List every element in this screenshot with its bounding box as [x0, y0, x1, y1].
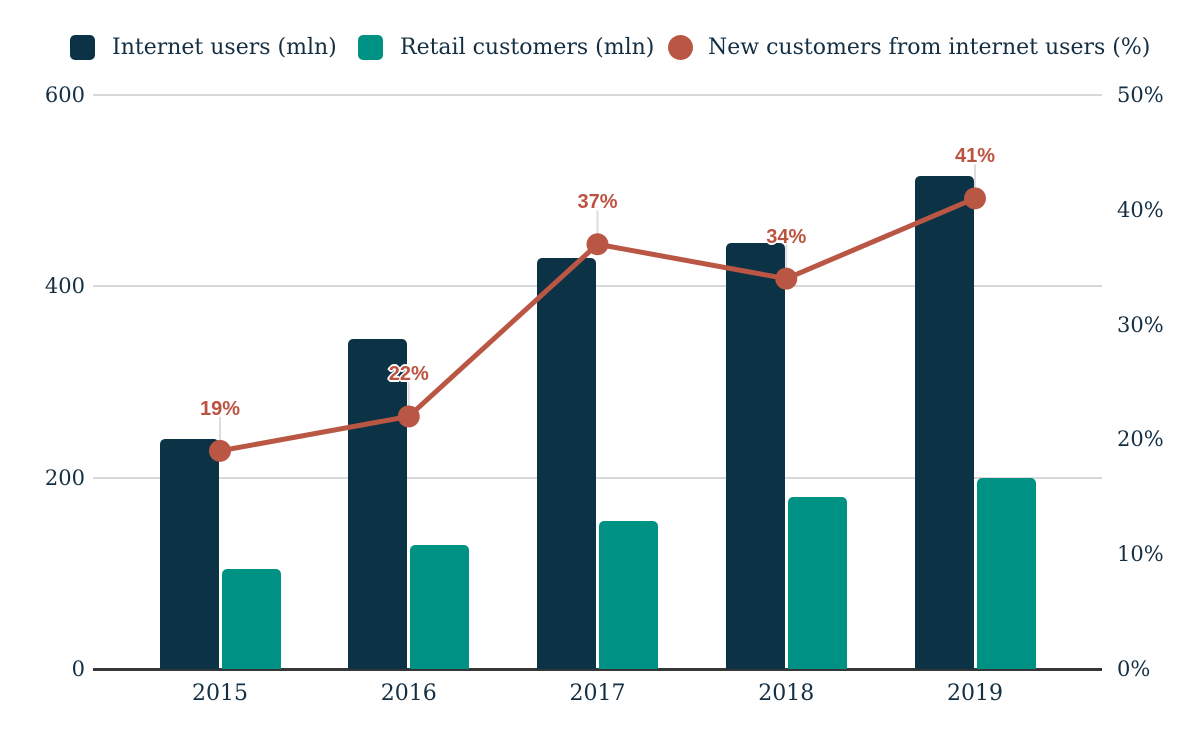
point-label-2015: 19%	[199, 397, 241, 420]
legend-label-internet-users: Internet users (mln)	[112, 34, 337, 60]
y-axis-right-tick: 20%	[1117, 427, 1164, 452]
x-axis-label-2017: 2017	[569, 681, 626, 706]
legend-item-retail-customers: Retail customers (mln)	[358, 33, 654, 61]
bar-internet-users-2019	[914, 176, 974, 669]
gridline	[93, 94, 1102, 96]
bar-internet-users-2016	[348, 338, 408, 669]
legend-label-new-customers: New customers from internet users (%)	[708, 34, 1151, 60]
y-axis-right-tick: 40%	[1117, 197, 1164, 222]
point-label-2018: 34%	[766, 225, 807, 248]
bar-internet-users-2018	[725, 243, 785, 669]
retail-customers-swatch-icon	[358, 34, 383, 60]
bar-internet-users-2017	[537, 257, 596, 669]
legend-label-retail-customers: Retail customers (mln)	[400, 34, 655, 60]
x-axis-label-2016: 2016	[380, 681, 437, 706]
legend-item-internet-users: Internet users (mln)	[70, 33, 337, 61]
bar-internet-users-2015	[159, 439, 219, 669]
x-axis-label-2019: 2019	[947, 681, 1003, 706]
y-axis-right-tick: 10%	[1117, 542, 1164, 567]
new-customers-circle-icon	[668, 34, 693, 60]
point-label-2016: 22%	[388, 363, 429, 386]
x-axis-line	[93, 667, 1102, 671]
legend-item-new-customers: New customers from internet users (%)	[668, 33, 1150, 61]
x-axis-label-2015: 2015	[192, 681, 248, 706]
gridline	[93, 476, 1102, 479]
y-axis-right-tick: 50%	[1117, 83, 1164, 107]
point-label-2017: 37%	[577, 191, 618, 214]
internet-users-swatch-icon	[70, 34, 95, 60]
y-axis-right-tick: 0%	[1117, 657, 1151, 681]
y-axis-right-tick: 30%	[1117, 312, 1164, 337]
bar-retail-customers-2018	[787, 496, 847, 669]
new-customers-trend-line	[217, 195, 978, 454]
bar-retail-customers-2015	[221, 568, 281, 669]
data-point-marker-2017	[586, 233, 609, 256]
bar-retail-customers-2016	[410, 544, 470, 669]
point-label-2019: 41%	[954, 145, 996, 168]
y-axis-left-tick: 200	[44, 465, 85, 490]
bar-retail-customers-2019	[976, 477, 1036, 669]
x-axis-label-2018: 2018	[758, 681, 815, 706]
y-axis-left-tick: 400	[44, 274, 85, 299]
y-axis-left-tick: 0	[71, 657, 85, 681]
y-axis-left-tick: 600	[44, 83, 85, 107]
bar-retail-customers-2017	[599, 520, 658, 669]
